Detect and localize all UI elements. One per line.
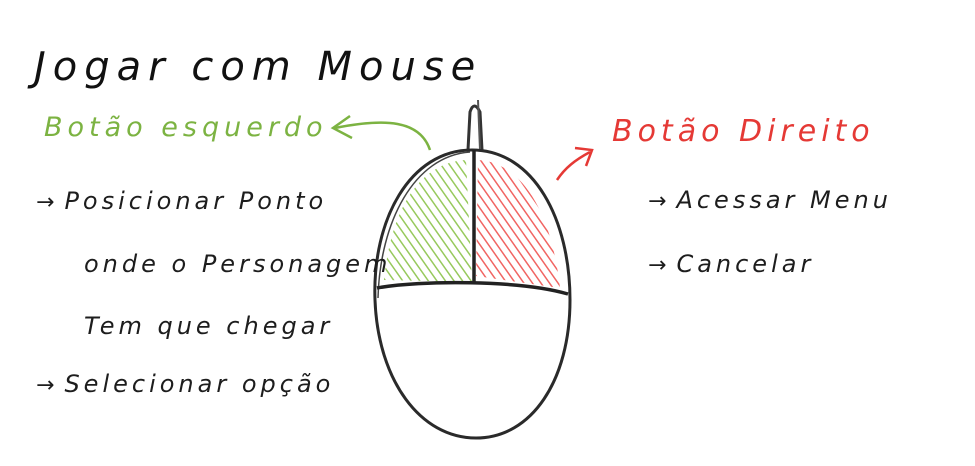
page-title: Jogar com Mouse <box>34 44 483 90</box>
bullet-arrow-icon: → <box>36 373 59 398</box>
left-button-area <box>384 160 472 282</box>
bullet-arrow-icon: → <box>648 253 671 278</box>
bullet-arrow-icon: → <box>36 190 59 215</box>
arrow-to-right-button <box>555 150 591 181</box>
mouse-cable <box>466 104 484 151</box>
left-item: → Selecionar opção <box>36 370 335 398</box>
right-item: → Cancelar <box>648 250 815 278</box>
mouse-body <box>373 148 572 440</box>
right-button-heading: Botão Direito <box>612 114 875 149</box>
left-item: Tem que chegar <box>84 312 334 340</box>
right-item: → Acessar Menu <box>648 186 892 214</box>
left-item: onde o Personagem <box>84 250 392 278</box>
arrow-to-left-button <box>334 121 432 151</box>
bullet-arrow-icon: → <box>648 189 671 214</box>
right-button-area <box>476 160 560 288</box>
left-button-heading: Botão esquerdo <box>44 112 328 143</box>
left-item: → Posicionar Ponto <box>36 187 328 215</box>
body-divider <box>376 280 569 296</box>
